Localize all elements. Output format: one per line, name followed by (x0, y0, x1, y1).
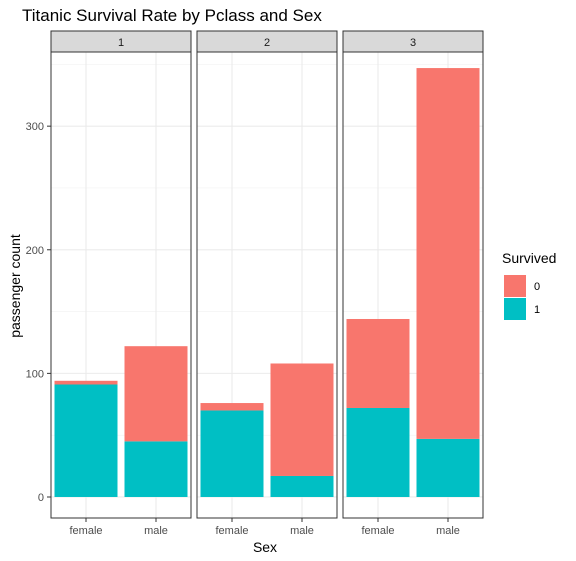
facet-panel-1: 1 female male (51, 31, 191, 537)
y-tick-label: 100 (26, 368, 44, 380)
bar-segment-female-survived-0 (55, 381, 118, 385)
x-tick-label: male (436, 525, 460, 537)
x-tick-label: male (290, 525, 314, 537)
facet-strip-label: 2 (264, 37, 270, 49)
bar-segment-female-survived-1 (347, 408, 410, 497)
y-tick-label: 200 (26, 245, 44, 257)
x-axis-title: Sex (253, 539, 277, 555)
facet-strip-label: 3 (410, 37, 416, 49)
bar-segment-male-survived-1 (125, 441, 188, 497)
bar-segment-male-survived-1 (271, 476, 334, 497)
legend-key-1 (504, 298, 526, 320)
legend: Survived 0 1 (502, 250, 556, 320)
bar-segment-male-survived-0 (417, 68, 480, 439)
legend-label-0: 0 (534, 281, 540, 293)
x-tick-label: male (144, 525, 168, 537)
x-tick-label: female (361, 525, 394, 537)
bar-segment-male-survived-0 (125, 346, 188, 441)
x-tick-label: female (215, 525, 248, 537)
y-axis-title: passenger count (7, 234, 23, 338)
legend-label-1: 1 (534, 304, 540, 316)
bar-segment-male-survived-1 (417, 439, 480, 497)
bar-segment-female-survived-1 (55, 385, 118, 497)
facet-panel-3: 3 female male (343, 31, 483, 537)
y-tick-label: 0 (38, 492, 44, 504)
bar-segment-female-survived-0 (347, 319, 410, 408)
legend-key-0 (504, 275, 526, 297)
bar-segment-female-survived-0 (201, 403, 264, 410)
y-axis: 0 100 200 300 (26, 121, 51, 504)
facet-strip-label: 1 (118, 37, 124, 49)
facet-panel-2: 2 female male (197, 31, 337, 537)
chart-title: Titanic Survival Rate by Pclass and Sex (22, 6, 322, 25)
bar-segment-female-survived-1 (201, 410, 264, 497)
x-tick-label: female (69, 525, 102, 537)
y-tick-label: 300 (26, 121, 44, 133)
legend-title: Survived (502, 250, 556, 266)
bar-segment-male-survived-0 (271, 363, 334, 475)
facet-panels: 1 female male 2 female male 3 female male (51, 31, 483, 537)
